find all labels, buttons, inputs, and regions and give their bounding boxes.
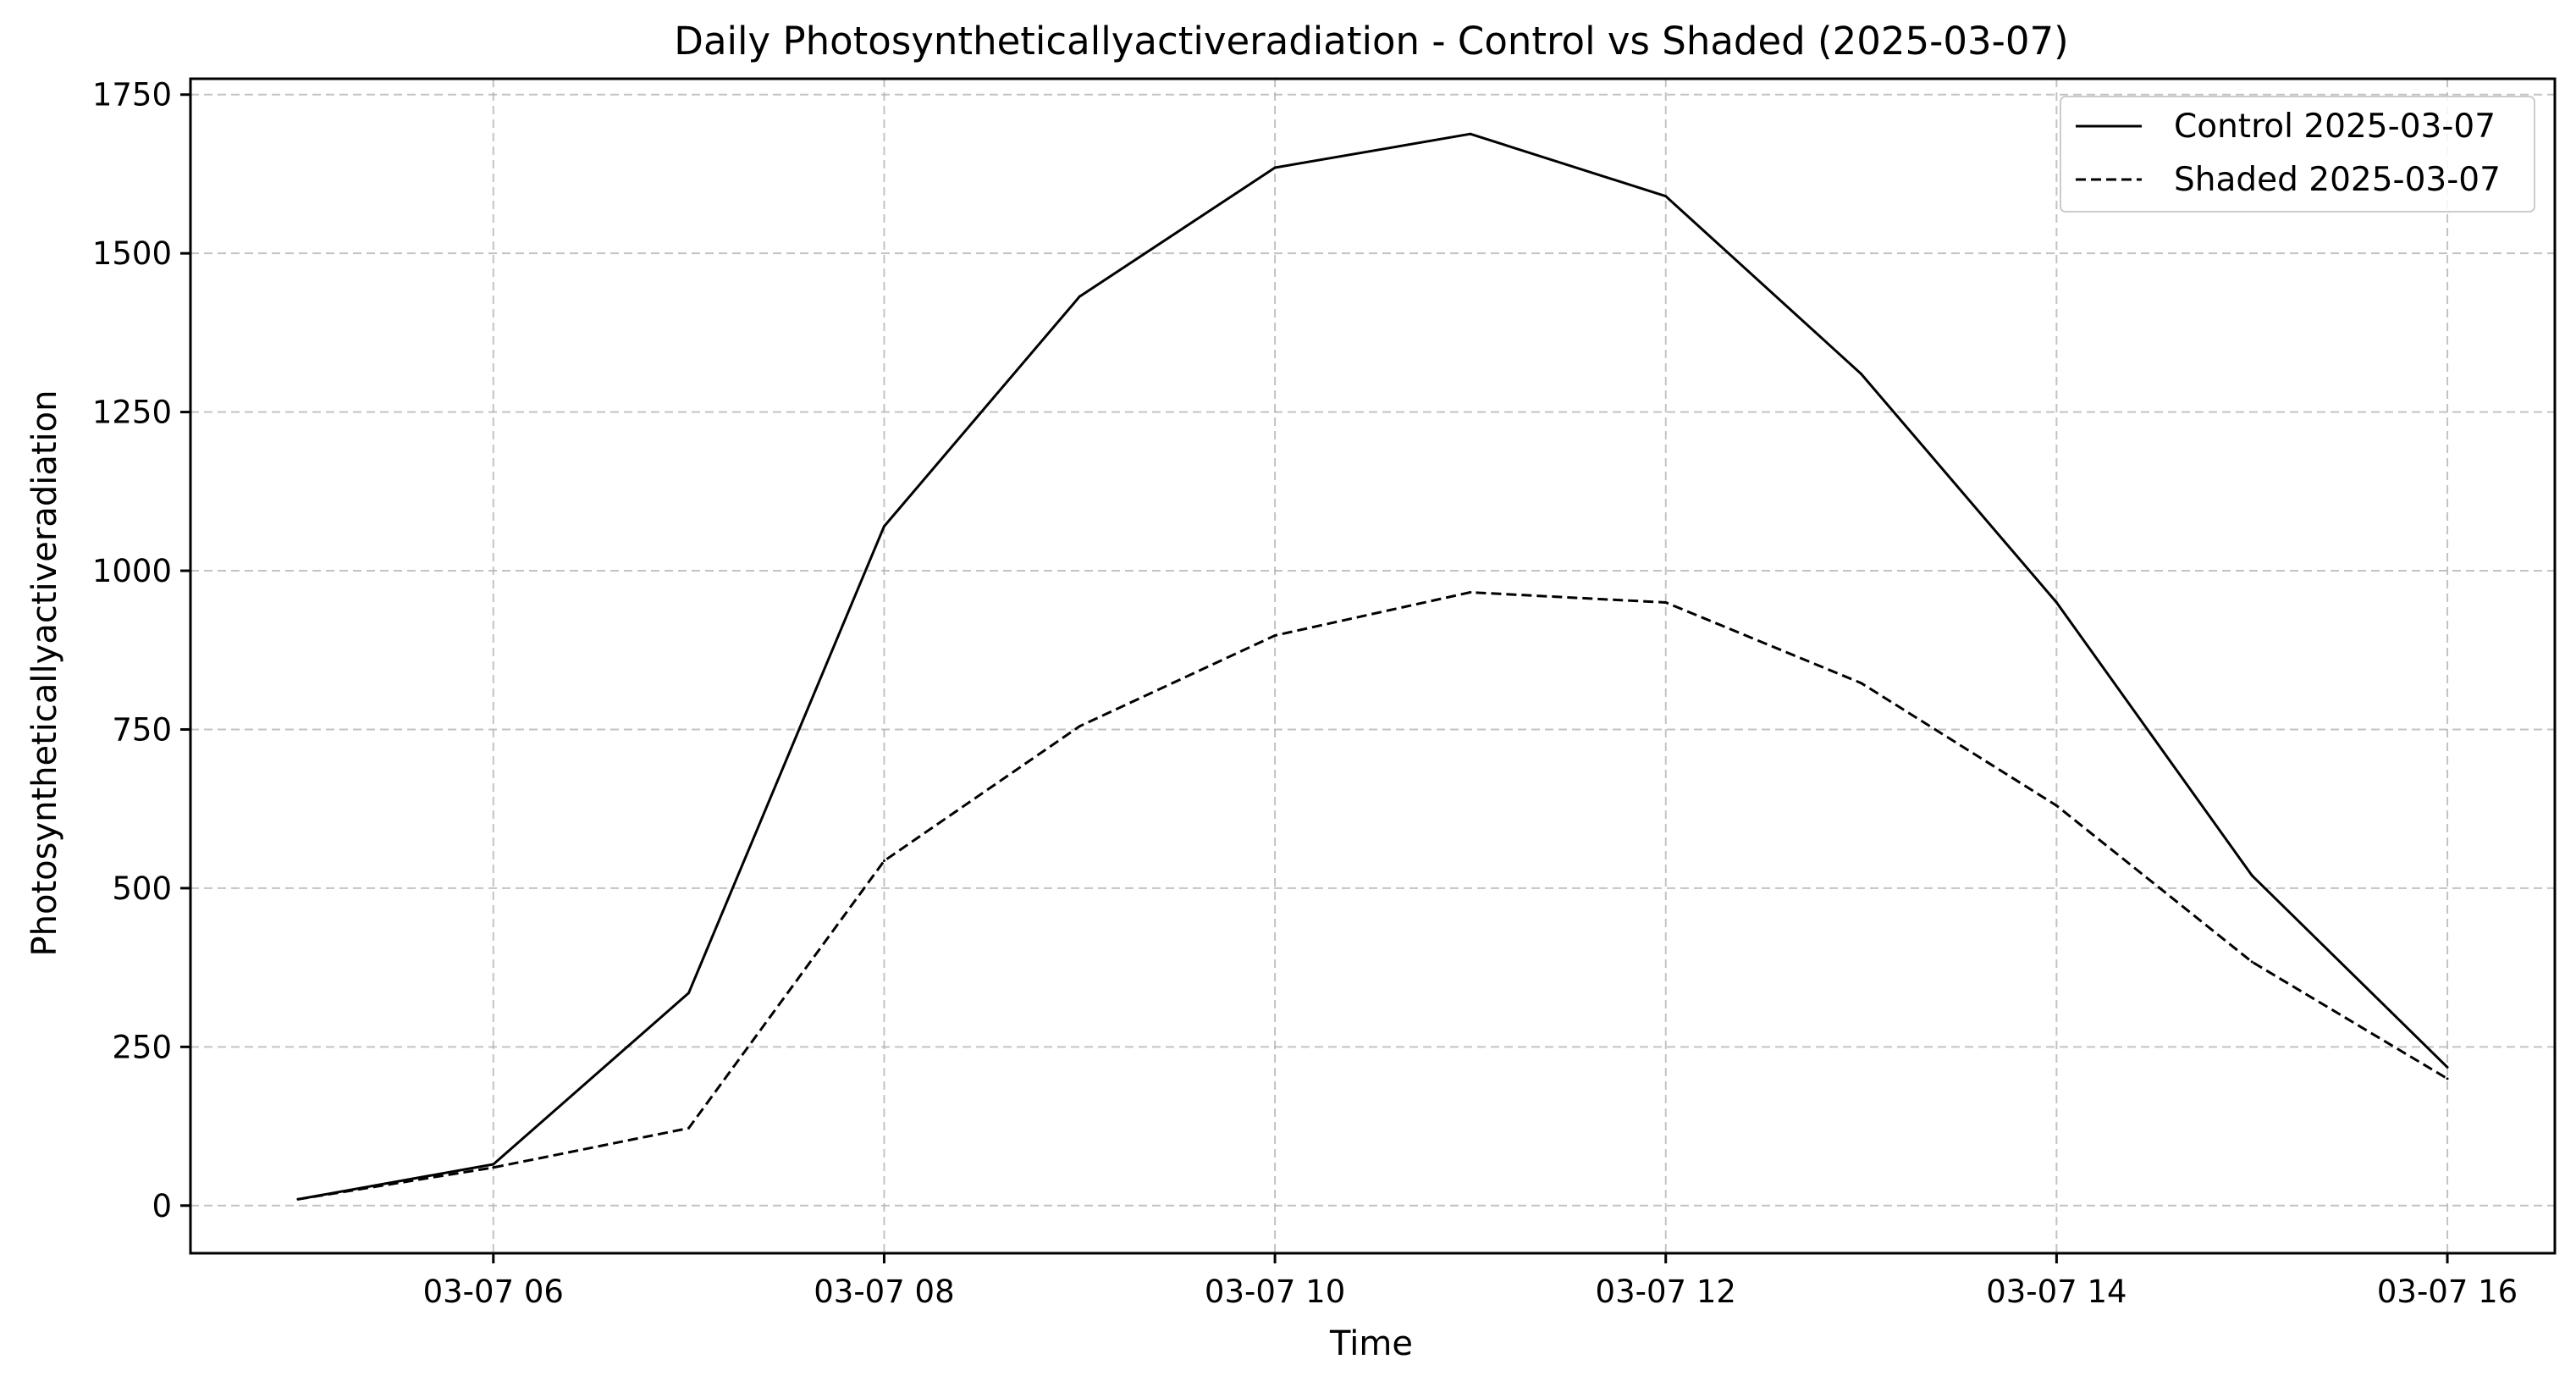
x-tick-label: 03-07 06 [423,1274,564,1310]
data-point [296,1197,300,1201]
data-point [2250,960,2253,964]
y-tick-label: 0 [152,1188,172,1224]
legend-box [2060,96,2535,213]
data-point [1078,725,1081,728]
chart-title: Daily Photosyntheticallyactiveradiation … [674,19,2068,64]
series-lines [296,132,2449,1201]
data-point [1469,591,1472,594]
data-point [1664,601,1668,605]
x-axis-ticks: 03-07 06 03-07 08 03-07 10 03-07 12 03-07 14… [423,1253,2518,1310]
x-tick-label: 03-07 16 [2377,1274,2518,1310]
data-point [1273,634,1277,638]
y-tick-label: 500 [112,870,172,907]
data-point [1664,195,1668,198]
data-point [492,1163,495,1166]
y-tick-label: 1750 [92,77,172,113]
data-point [2250,874,2253,877]
data-point [1860,682,1863,685]
data-point [2055,601,2058,605]
data-point [882,859,885,863]
y-tick-label: 750 [112,711,172,748]
y-axis-label: Photosyntheticallyactiveradiation [25,390,64,957]
y-tick-label: 250 [112,1029,172,1065]
y-axis-ticks: 0 250 500 750 1000 1250 1500 1750 [92,77,190,1224]
x-tick-label: 03-07 10 [1205,1274,1345,1310]
data-point [882,525,885,528]
data-point [2055,804,2058,807]
y-tick-label: 1250 [92,395,172,431]
legend: Control 2025-03-07 Shaded 2025-03-07 [2060,96,2535,213]
data-point [1860,373,1863,376]
y-tick-label: 1500 [92,235,172,272]
legend-label-control: Control 2025-03-07 [2174,108,2496,146]
data-point [687,992,691,995]
data-point [1078,295,1081,298]
x-tick-label: 03-07 12 [1596,1274,1736,1310]
data-point [2446,1065,2449,1069]
x-axis-label: Time [1329,1324,1413,1363]
series-line-control [297,132,2449,1201]
y-tick-label: 1000 [92,553,172,589]
data-point [1273,166,1277,169]
grid-lines [190,79,2555,1253]
legend-label-shaded: Shaded 2025-03-07 [2174,161,2501,199]
series-line-shaded [297,591,2448,1201]
x-tick-label: 03-07 08 [814,1274,954,1310]
data-point [1469,132,1472,135]
x-tick-label: 03-07 14 [1986,1274,2126,1310]
data-point [2446,1077,2449,1080]
data-point [687,1126,691,1130]
plot-frame [189,77,2557,1255]
data-point [492,1166,495,1169]
